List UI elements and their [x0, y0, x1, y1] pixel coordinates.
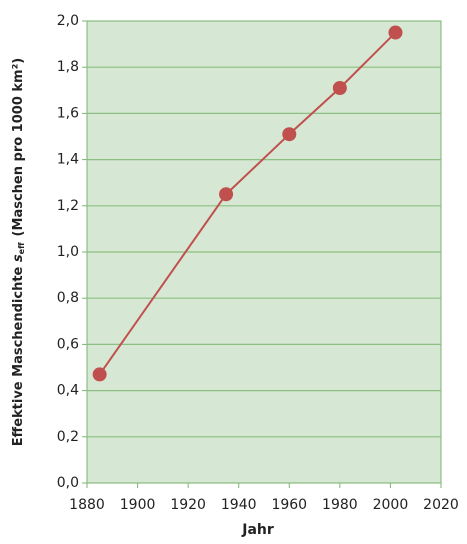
x-tick-label: 1920: [170, 497, 206, 513]
y-tick-label: 0,6: [57, 336, 79, 352]
y-tick-label: 1,0: [57, 244, 79, 260]
x-tick-label: 1940: [221, 497, 257, 513]
y-label-symbol: s: [11, 254, 26, 262]
x-tick-label: 2000: [373, 497, 409, 513]
y-tick-label: 0,8: [57, 290, 79, 306]
x-axis-label: Jahr: [241, 522, 274, 538]
y-axis-label: Effektive Maschendichte seff (Maschen pro…: [11, 58, 26, 446]
x-tick-label: 1980: [322, 497, 358, 513]
y-label-unit: (Maschen pro 1000 km²): [11, 58, 26, 237]
y-tick-label: 2,0: [57, 13, 79, 29]
x-tick-label: 1900: [120, 497, 156, 513]
y-tick-label: 0,4: [57, 383, 79, 399]
y-tick-label: 1,2: [57, 198, 79, 214]
y-label-main: Effektive Maschendichte: [11, 266, 26, 446]
y-tick-label: 1,4: [57, 152, 79, 168]
data-point: [332, 80, 347, 95]
y-tick-label: 0,2: [57, 429, 79, 445]
data-point: [388, 25, 403, 40]
x-tick-label: 1960: [271, 497, 307, 513]
data-point: [219, 187, 234, 202]
x-tick-label: 2020: [423, 497, 459, 513]
y-tick-label: 0,0: [57, 475, 79, 491]
y-tick-label: 1,8: [57, 59, 79, 75]
y-tick-label: 1,6: [57, 105, 79, 121]
y-label-subscript: eff: [17, 242, 26, 254]
x-tick-label: 1880: [69, 497, 105, 513]
data-point: [92, 367, 107, 382]
data-point: [282, 127, 297, 142]
